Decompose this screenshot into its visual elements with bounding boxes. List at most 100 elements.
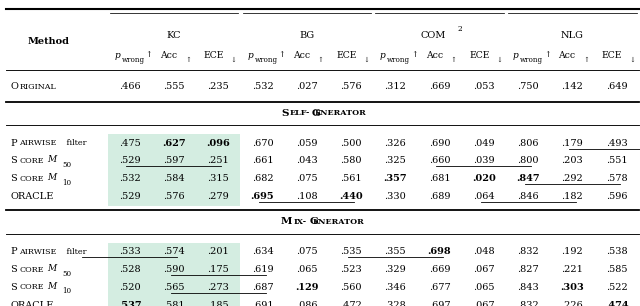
Text: P: P: [10, 247, 17, 256]
Text: .096: .096: [206, 139, 230, 148]
Text: .522: .522: [605, 283, 627, 292]
Text: P: P: [10, 139, 17, 148]
Text: .529: .529: [119, 156, 140, 166]
Text: ↑: ↑: [412, 51, 418, 59]
Text: ECE: ECE: [602, 51, 623, 60]
Text: .670: .670: [252, 139, 273, 148]
Text: .661: .661: [252, 156, 273, 166]
Text: ↑: ↑: [185, 56, 191, 64]
Text: ↑: ↑: [318, 56, 324, 64]
Text: ECE: ECE: [469, 51, 490, 60]
Text: .292: .292: [561, 174, 583, 183]
Bar: [108, 187, 241, 206]
Text: Acc: Acc: [160, 51, 177, 60]
Text: KC: KC: [166, 31, 181, 40]
Text: .326: .326: [385, 139, 406, 148]
Text: wrong: wrong: [122, 56, 145, 64]
Text: .523: .523: [340, 265, 362, 274]
Text: NLG: NLG: [561, 31, 584, 40]
Text: filter: filter: [64, 248, 86, 256]
Text: ↓: ↓: [364, 56, 369, 64]
Text: 50: 50: [62, 161, 71, 169]
Text: .576: .576: [340, 82, 362, 91]
Text: CORE: CORE: [19, 266, 44, 274]
Text: .551: .551: [606, 156, 627, 166]
Text: .251: .251: [207, 156, 229, 166]
Text: .067: .067: [473, 265, 495, 274]
Text: .619: .619: [252, 265, 273, 274]
Text: Acc: Acc: [293, 51, 310, 60]
Text: M: M: [47, 155, 56, 164]
Text: .064: .064: [473, 192, 495, 201]
Text: .574: .574: [163, 247, 185, 256]
Text: .677: .677: [429, 283, 451, 292]
Text: ENERATOR: ENERATOR: [315, 109, 366, 117]
Text: O: O: [10, 82, 18, 91]
Text: .691: .691: [252, 300, 273, 306]
Text: .532: .532: [119, 174, 141, 183]
Text: wrong: wrong: [387, 56, 410, 64]
Bar: [108, 152, 241, 170]
Text: .357: .357: [383, 174, 407, 183]
Bar: [108, 243, 241, 261]
Text: .182: .182: [561, 192, 583, 201]
Text: G: G: [310, 217, 319, 226]
Text: 10: 10: [62, 179, 71, 187]
Text: p: p: [247, 51, 253, 60]
Text: S: S: [10, 156, 17, 166]
Text: .538: .538: [606, 247, 627, 256]
Text: S: S: [10, 174, 17, 183]
Text: .634: .634: [252, 247, 273, 256]
Text: .086: .086: [296, 300, 317, 306]
Text: .226: .226: [561, 300, 583, 306]
Text: .669: .669: [429, 82, 451, 91]
Text: .075: .075: [296, 247, 317, 256]
Text: .475: .475: [119, 139, 141, 148]
Bar: [108, 134, 241, 152]
Text: .578: .578: [606, 174, 627, 183]
Text: AIRWISE: AIRWISE: [19, 248, 56, 256]
Text: .698: .698: [428, 247, 451, 256]
Text: .065: .065: [473, 283, 495, 292]
Text: p: p: [380, 51, 386, 60]
Text: .175: .175: [207, 265, 229, 274]
Text: .584: .584: [163, 174, 185, 183]
Text: M: M: [47, 264, 56, 273]
Text: ↓: ↓: [230, 56, 237, 64]
Text: .474: .474: [605, 300, 628, 306]
Text: COM: COM: [420, 31, 446, 40]
Text: .027: .027: [296, 82, 317, 91]
Text: 2: 2: [458, 25, 462, 33]
Text: .690: .690: [429, 139, 451, 148]
Text: ORACLE: ORACLE: [10, 300, 54, 306]
Bar: [108, 260, 241, 279]
Text: .142: .142: [561, 82, 583, 91]
Text: .529: .529: [119, 192, 140, 201]
Text: .669: .669: [429, 265, 451, 274]
Text: G: G: [312, 109, 320, 118]
Text: .832: .832: [517, 247, 539, 256]
Text: .053: .053: [473, 82, 495, 91]
Text: p: p: [513, 51, 518, 60]
Text: .576: .576: [163, 192, 185, 201]
Text: .565: .565: [163, 283, 185, 292]
Text: ↑: ↑: [544, 51, 551, 59]
Text: .235: .235: [207, 82, 229, 91]
Text: .827: .827: [517, 265, 539, 274]
Text: wrong: wrong: [520, 56, 543, 64]
Text: .192: .192: [561, 247, 583, 256]
Text: .020: .020: [472, 174, 496, 183]
Text: ENERATOR: ENERATOR: [313, 218, 365, 226]
Text: .329: .329: [385, 265, 406, 274]
Text: .649: .649: [606, 82, 627, 91]
Text: .681: .681: [429, 174, 451, 183]
Bar: [108, 278, 241, 297]
Text: ECE: ECE: [204, 51, 224, 60]
Text: ELF-: ELF-: [290, 109, 310, 117]
Text: .059: .059: [296, 139, 317, 148]
Text: ↓: ↓: [629, 56, 635, 64]
Text: .067: .067: [473, 300, 495, 306]
Text: IX-: IX-: [294, 218, 307, 226]
Text: .129: .129: [295, 283, 319, 292]
Text: .075: .075: [296, 174, 317, 183]
